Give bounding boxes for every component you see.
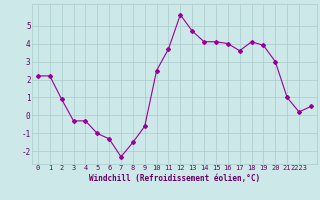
X-axis label: Windchill (Refroidissement éolien,°C): Windchill (Refroidissement éolien,°C) — [89, 174, 260, 183]
